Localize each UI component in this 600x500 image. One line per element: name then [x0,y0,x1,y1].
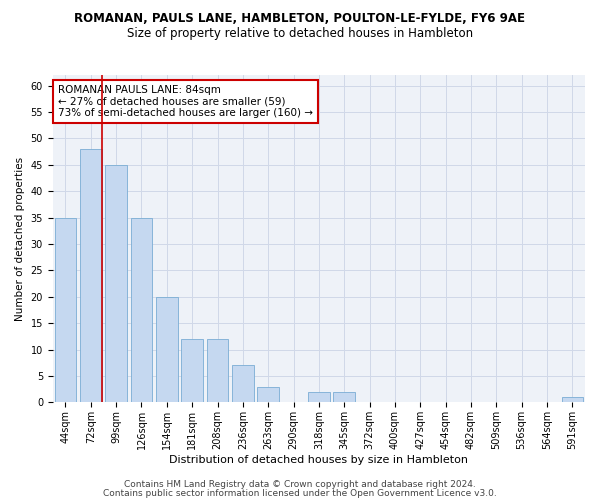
Bar [156,297,178,403]
Bar [181,339,203,402]
Bar [232,366,254,403]
Bar [55,218,76,402]
Bar [131,218,152,402]
Bar [334,392,355,402]
Text: Size of property relative to detached houses in Hambleton: Size of property relative to detached ho… [127,28,473,40]
Bar [562,397,583,402]
Bar [207,339,228,402]
Text: ROMANAN PAULS LANE: 84sqm
← 27% of detached houses are smaller (59)
73% of semi-: ROMANAN PAULS LANE: 84sqm ← 27% of detac… [58,85,313,118]
Bar [257,386,279,402]
Bar [308,392,329,402]
Bar [80,149,101,403]
Y-axis label: Number of detached properties: Number of detached properties [15,156,25,321]
Text: Contains HM Land Registry data © Crown copyright and database right 2024.: Contains HM Land Registry data © Crown c… [124,480,476,489]
Bar [106,165,127,402]
X-axis label: Distribution of detached houses by size in Hambleton: Distribution of detached houses by size … [169,455,469,465]
Text: Contains public sector information licensed under the Open Government Licence v3: Contains public sector information licen… [103,489,497,498]
Text: ROMANAN, PAULS LANE, HAMBLETON, POULTON-LE-FYLDE, FY6 9AE: ROMANAN, PAULS LANE, HAMBLETON, POULTON-… [74,12,526,26]
